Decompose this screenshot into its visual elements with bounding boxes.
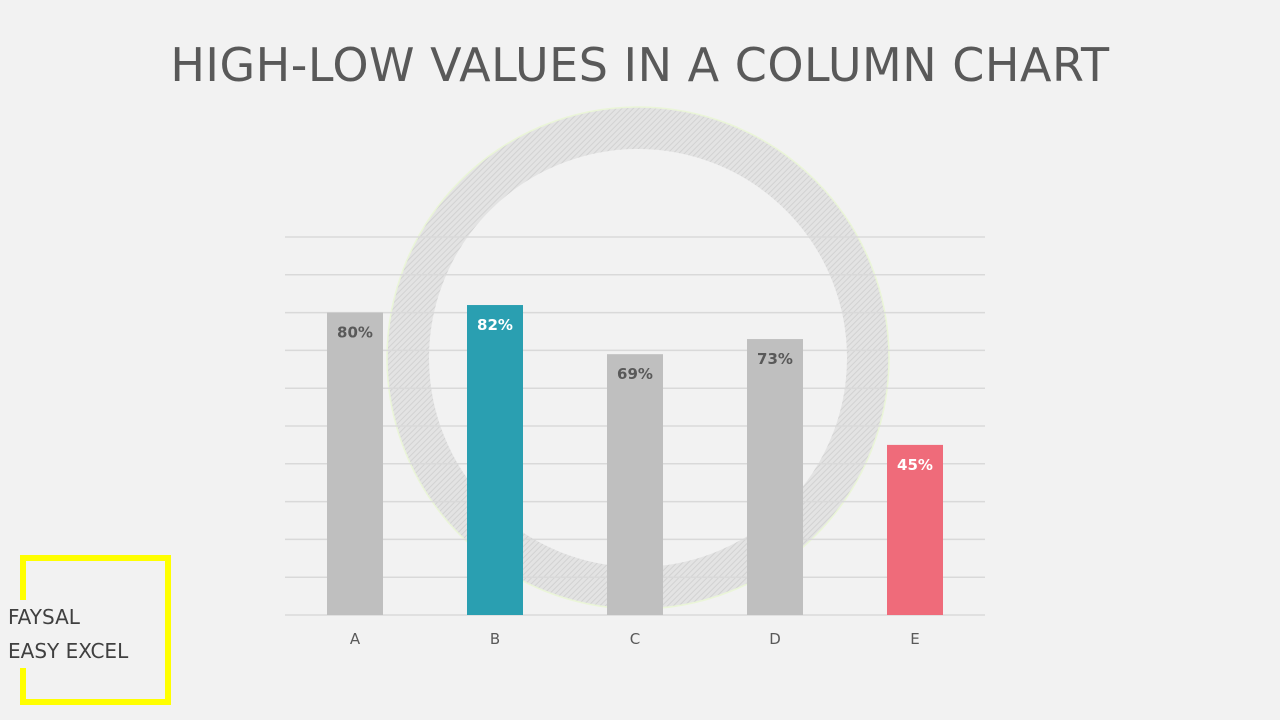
bar-d [747,339,803,615]
bar-c [607,354,663,615]
bars [327,305,943,615]
bar-b [467,305,523,615]
x-tick-label-b: B [490,630,500,648]
x-tick-label-d: D [769,630,781,648]
bar-e [887,444,943,615]
brand-name-line1: FAYSAL [8,600,80,634]
data-label-e: 45% [897,456,933,474]
data-label-b: 82% [477,316,513,334]
bar-a [327,312,383,615]
x-axis-labels: A B C D E [350,630,920,648]
data-labels: 80% 82% 69% 73% 45% [337,316,933,474]
brand-name-line2: EASY EXCEL [8,634,129,668]
data-label-c: 69% [617,365,653,383]
x-tick-label-e: E [910,630,919,648]
data-label-a: 80% [337,324,373,342]
x-tick-label-a: A [350,630,361,648]
data-label-d: 73% [757,350,793,368]
page-title: HIGH-LOW VALUES IN A COLUMN CHART [170,38,1110,92]
x-tick-label-c: C [630,630,640,648]
